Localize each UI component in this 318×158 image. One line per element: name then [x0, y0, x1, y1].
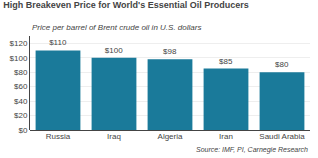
- svg-text:Algeria: Algeria: [158, 132, 183, 141]
- svg-text:$40: $40: [14, 97, 28, 106]
- svg-text:$100: $100: [105, 46, 123, 55]
- svg-text:$80: $80: [275, 60, 289, 69]
- svg-text:$0: $0: [18, 126, 27, 135]
- svg-text:Iraq: Iraq: [107, 132, 121, 141]
- svg-text:$110: $110: [49, 38, 67, 47]
- svg-text:$60: $60: [14, 82, 28, 91]
- svg-text:$100: $100: [10, 53, 28, 62]
- svg-text:$98: $98: [163, 47, 177, 56]
- svg-text:$85: $85: [219, 57, 233, 66]
- svg-text:Price per barrel of Brent crud: Price per barrel of Brent crude oil in U…: [32, 23, 201, 32]
- svg-text:Saudi Arabia: Saudi Arabia: [259, 132, 305, 141]
- svg-text:Russia: Russia: [46, 132, 71, 141]
- svg-text:Iran: Iran: [219, 132, 233, 141]
- svg-text:$20: $20: [14, 111, 28, 120]
- svg-text:High Breakeven Price for World: High Breakeven Price for World's Essenti…: [3, 0, 249, 10]
- svg-text:Source: IMF, PI, Carnegie Rese: Source: IMF, PI, Carnegie Research: [196, 146, 308, 154]
- svg-text:$120: $120: [10, 39, 28, 48]
- svg-text:$80: $80: [14, 68, 28, 77]
